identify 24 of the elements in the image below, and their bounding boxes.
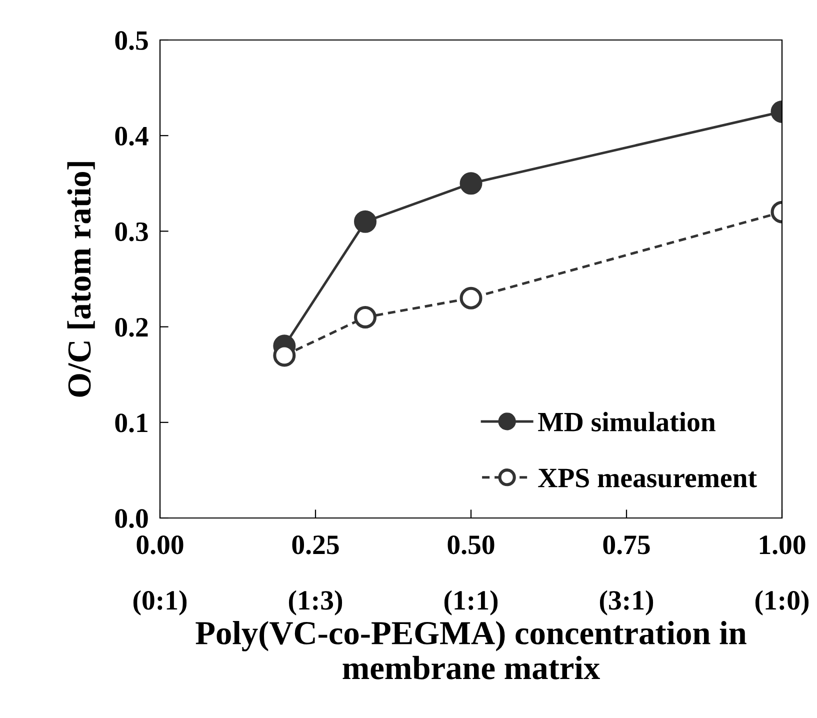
text: (0:1) <box>133 590 187 616</box>
legend-label: MD simulation <box>538 412 716 432</box>
x-tick-label: 0.75 <box>603 535 650 554</box>
y-tick-label: 0.5 <box>115 31 148 50</box>
text: (1:3) <box>288 590 342 616</box>
x-tick-label: 1.00 <box>760 535 806 554</box>
x-axis-title: Poly(VC-co-PEGMA) concentration in membrane matrix <box>196 620 746 680</box>
y-tick-label: 0.3 <box>115 222 148 242</box>
text: (1:0) <box>755 590 809 616</box>
x-tick-label: 0.25 <box>292 535 339 554</box>
y-axis-title: O/C [atom ratio] <box>67 162 95 397</box>
y-tick-label: 0.4 <box>115 126 148 146</box>
text: (3:1) <box>600 590 654 616</box>
point <box>460 172 482 195</box>
legend-label: XPS measurement <box>538 468 757 488</box>
point <box>460 286 482 310</box>
y-tick-label: 0.2 <box>115 318 148 337</box>
point <box>354 306 377 328</box>
x-tick-label: 0.00 <box>136 535 184 554</box>
point <box>354 210 377 233</box>
y-tick-label: 0.0 <box>115 509 148 528</box>
text: (1:1) <box>444 590 498 616</box>
y-tick-label: 0.1 <box>115 414 148 432</box>
x-tick-label: 0.50 <box>448 535 494 554</box>
